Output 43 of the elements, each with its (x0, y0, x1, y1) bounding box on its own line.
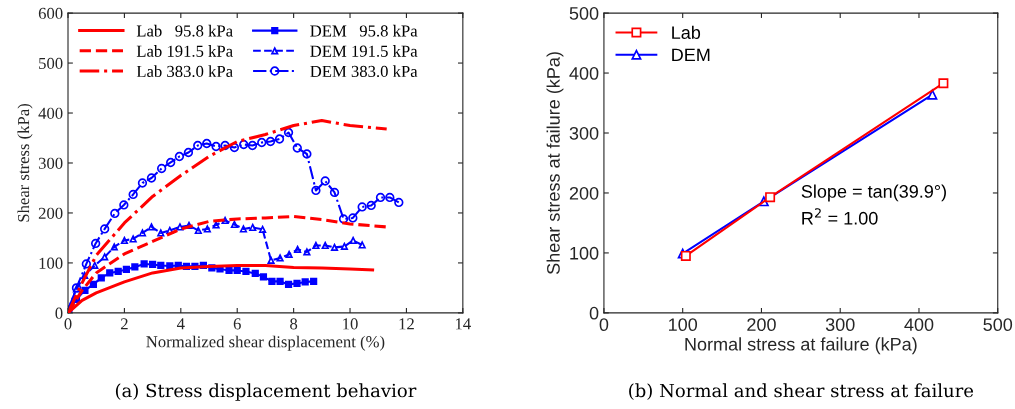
y-tick-label: 400 (38, 107, 63, 119)
y-tick-label: 200 (38, 207, 63, 219)
legend-label: Lab 191.5 kPa (136, 45, 233, 57)
text: (a) Stress displacement behavior (115, 383, 417, 401)
x-tick-label: 200 (747, 318, 776, 332)
legend-label: DEM (672, 48, 710, 62)
y-tick-label: 400 (569, 66, 599, 80)
y-tick-label: 300 (38, 157, 63, 169)
x-tick-label: 400 (904, 318, 934, 332)
y-tick-label: 300 (569, 126, 599, 140)
x-tick-label: 14 (455, 318, 471, 330)
y-tick-label: 0 (55, 307, 63, 319)
x-tick-label: 12 (399, 318, 414, 330)
y-axis-title: Shear stress at failure (kPa) (546, 52, 564, 275)
legend-label: Lab 383.0 kPa (136, 65, 233, 78)
x-tick-label: 2 (120, 318, 128, 330)
legend-label: Lab 95.8 kPa (136, 24, 233, 37)
y-tick-label: 100 (570, 246, 599, 260)
y-tick-label: 200 (569, 186, 599, 200)
x-tick-label: 0 (599, 318, 609, 332)
legend-label: DEM 191.5 kPa (310, 45, 418, 57)
x-tick-label: 300 (825, 318, 855, 332)
annotation: Slope = tan(39.9°) (801, 184, 946, 202)
annotation: R$^{2}$ = 1.00 (802, 208, 878, 225)
legend-label: DEM 95.8 kPa (310, 24, 418, 37)
x-tick-label: 6 (233, 318, 241, 330)
y-tick-label: 0 (589, 306, 599, 320)
x-axis-title: Normalized shear displacement (%) (146, 335, 385, 351)
x-tick-label: 4 (176, 318, 185, 330)
x-tick-label: 500 (983, 318, 1013, 332)
y-tick-label: 100 (39, 257, 63, 269)
y-tick-label: 500 (39, 57, 63, 69)
y-tick-label: 500 (569, 7, 599, 20)
text: (b) Normal and shear stress at failure (629, 383, 974, 400)
x-tick-label: 0 (64, 318, 72, 330)
legend-label: Lab (672, 25, 701, 39)
y-axis-title: Shear stress (kPa) (17, 104, 33, 222)
y-tick-label: 600 (38, 7, 63, 20)
x-tick-label: 8 (290, 318, 298, 330)
x-tick-label: 10 (343, 318, 358, 330)
legend-label: DEM 383.0 kPa (310, 65, 418, 78)
x-axis-title: Normal stress at failure (kPa) (685, 337, 917, 355)
x-tick-label: 100 (669, 318, 698, 332)
